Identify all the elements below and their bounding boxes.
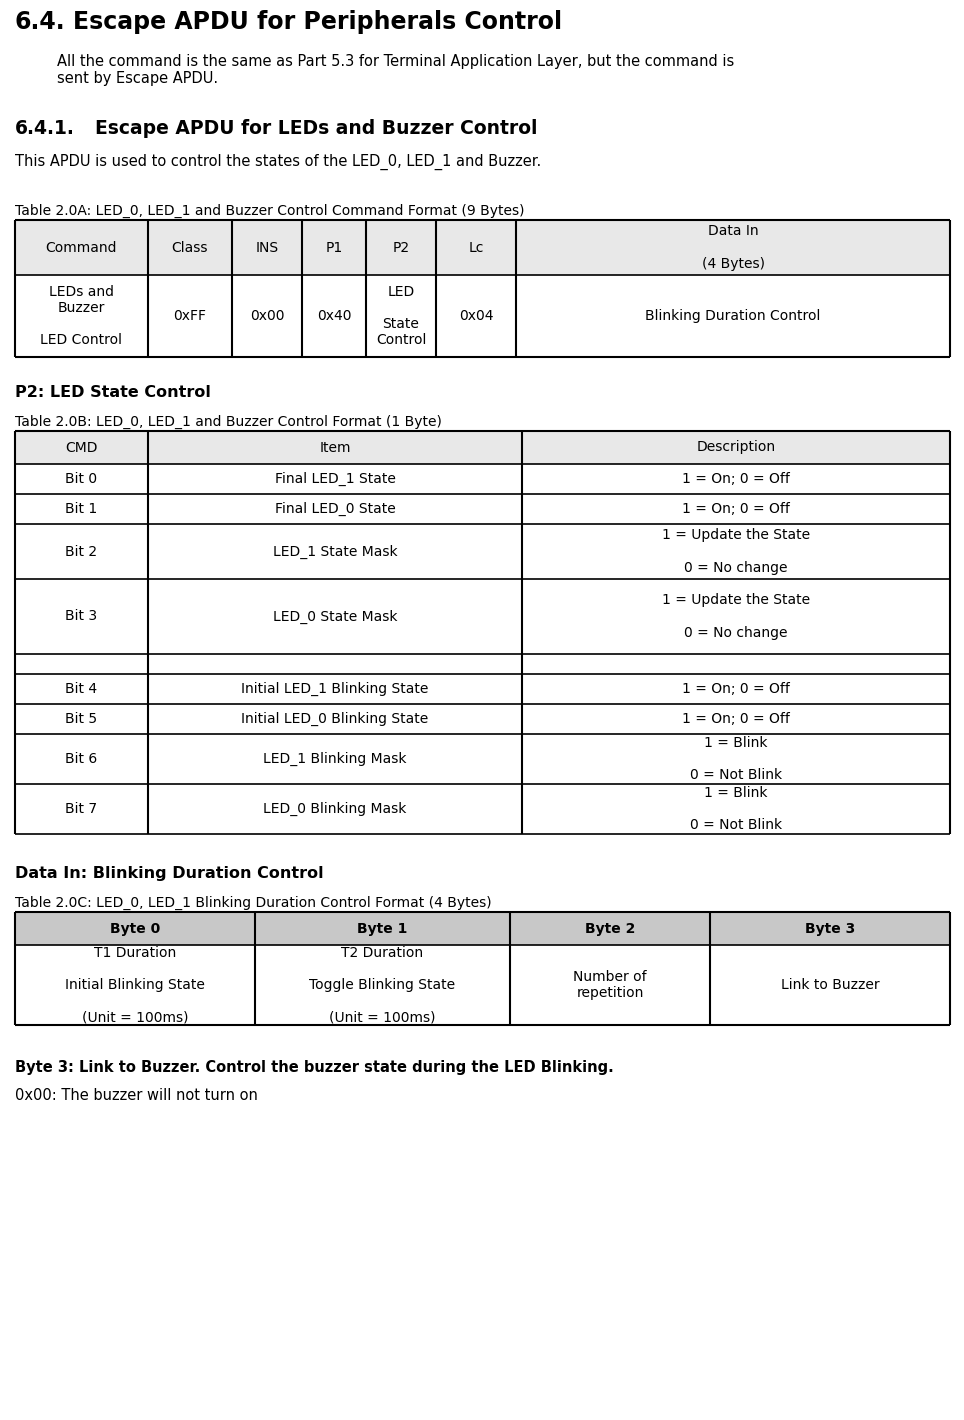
Text: Byte 3: Byte 3: [805, 922, 855, 936]
Text: 0x40: 0x40: [317, 310, 351, 322]
Text: 1 = Update the State

0 = No change: 1 = Update the State 0 = No change: [662, 594, 810, 639]
Text: 1 = On; 0 = Off: 1 = On; 0 = Off: [683, 503, 790, 515]
Text: Bit 0: Bit 0: [66, 471, 97, 486]
Text: Byte 2: Byte 2: [585, 922, 635, 936]
Text: Bit 2: Bit 2: [66, 544, 97, 558]
Text: Blinking Duration Control: Blinking Duration Control: [645, 310, 820, 322]
Text: Initial LED_1 Blinking State: Initial LED_1 Blinking State: [241, 682, 429, 696]
Text: 6.4.: 6.4.: [15, 10, 66, 34]
Text: Table 2.0B: LED_0, LED_1 and Buzzer Control Format (1 Byte): Table 2.0B: LED_0, LED_1 and Buzzer Cont…: [15, 415, 442, 429]
Text: 0xFF: 0xFF: [174, 310, 206, 322]
Text: Bit 1: Bit 1: [66, 503, 97, 515]
Text: Byte 1: Byte 1: [358, 922, 408, 936]
Text: All the command is the same as Part 5.3 for Terminal Application Layer, but the : All the command is the same as Part 5.3 …: [57, 54, 735, 87]
Text: Table 2.0A: LED_0, LED_1 and Buzzer Control Command Format (9 Bytes): Table 2.0A: LED_0, LED_1 and Buzzer Cont…: [15, 204, 524, 219]
Text: Number of
repetition: Number of repetition: [574, 970, 647, 1000]
Text: 1 = Blink

0 = Not Blink: 1 = Blink 0 = Not Blink: [690, 736, 782, 782]
Text: 0x04: 0x04: [459, 310, 494, 322]
Text: Initial LED_0 Blinking State: Initial LED_0 Blinking State: [241, 711, 429, 726]
Text: P2: P2: [392, 240, 410, 254]
Text: LEDs and
Buzzer

LED Control: LEDs and Buzzer LED Control: [40, 284, 122, 348]
Text: Byte 3: Link to Buzzer. Control the buzzer state during the LED Blinking.: Byte 3: Link to Buzzer. Control the buzz…: [15, 1059, 614, 1075]
Text: Byte 0: Byte 0: [110, 922, 160, 936]
Text: 1 = On; 0 = Off: 1 = On; 0 = Off: [683, 471, 790, 486]
Text: Escape APDU for Peripherals Control: Escape APDU for Peripherals Control: [73, 10, 562, 34]
Text: Description: Description: [696, 440, 776, 454]
Text: CMD: CMD: [66, 440, 97, 454]
Text: P1: P1: [326, 240, 342, 254]
Text: T1 Duration

Initial Blinking State

(Unit = 100ms): T1 Duration Initial Blinking State (Unit…: [65, 946, 205, 1024]
Text: Class: Class: [172, 240, 208, 254]
Text: Final LED_1 State: Final LED_1 State: [275, 471, 395, 486]
Bar: [15, 912, 950, 944]
Text: LED_1 State Mask: LED_1 State Mask: [273, 544, 397, 558]
Text: Final LED_0 State: Final LED_0 State: [275, 501, 395, 515]
Text: Table 2.0C: LED_0, LED_1 Blinking Duration Control Format (4 Bytes): Table 2.0C: LED_0, LED_1 Blinking Durati…: [15, 896, 492, 910]
Text: 1 = On; 0 = Off: 1 = On; 0 = Off: [683, 711, 790, 726]
Text: Link to Buzzer: Link to Buzzer: [781, 978, 879, 993]
Text: Bit 5: Bit 5: [66, 711, 97, 726]
Text: Data In: Blinking Duration Control: Data In: Blinking Duration Control: [15, 866, 324, 880]
Text: 6.4.1.: 6.4.1.: [15, 119, 75, 138]
Bar: [15, 432, 950, 464]
Text: T2 Duration

Toggle Blinking State

(Unit = 100ms): T2 Duration Toggle Blinking State (Unit …: [309, 946, 456, 1024]
Text: Bit 3: Bit 3: [66, 609, 97, 623]
Text: LED_0 State Mask: LED_0 State Mask: [273, 609, 397, 623]
Text: Lc: Lc: [469, 240, 484, 254]
Text: Bit 7: Bit 7: [66, 802, 97, 816]
Text: Data In

(4 Bytes): Data In (4 Bytes): [702, 224, 764, 271]
Text: 0x00: 0x00: [250, 310, 284, 322]
Text: This APDU is used to control the states of the LED_0, LED_1 and Buzzer.: This APDU is used to control the states …: [15, 153, 541, 170]
Text: INS: INS: [255, 240, 279, 254]
Bar: [15, 220, 950, 275]
Text: Item: Item: [319, 440, 351, 454]
Text: LED

State
Control: LED State Control: [376, 284, 426, 348]
Text: P2: LED State Control: P2: LED State Control: [15, 385, 211, 400]
Text: 1 = On; 0 = Off: 1 = On; 0 = Off: [683, 682, 790, 696]
Text: 0x00: The buzzer will not turn on: 0x00: The buzzer will not turn on: [15, 1088, 258, 1103]
Text: LED_0 Blinking Mask: LED_0 Blinking Mask: [263, 802, 407, 816]
Text: Bit 4: Bit 4: [66, 682, 97, 696]
Text: Bit 6: Bit 6: [66, 753, 97, 765]
Text: Command: Command: [45, 240, 118, 254]
Text: 1 = Update the State

0 = No change: 1 = Update the State 0 = No change: [662, 528, 810, 575]
Text: LED_1 Blinking Mask: LED_1 Blinking Mask: [263, 753, 407, 765]
Text: Escape APDU for LEDs and Buzzer Control: Escape APDU for LEDs and Buzzer Control: [95, 119, 538, 138]
Text: 1 = Blink

0 = Not Blink: 1 = Blink 0 = Not Blink: [690, 785, 782, 832]
